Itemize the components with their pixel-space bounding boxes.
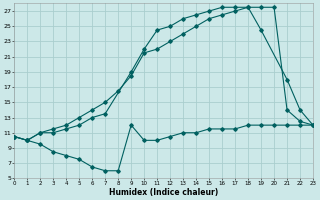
X-axis label: Humidex (Indice chaleur): Humidex (Indice chaleur): [109, 188, 218, 197]
